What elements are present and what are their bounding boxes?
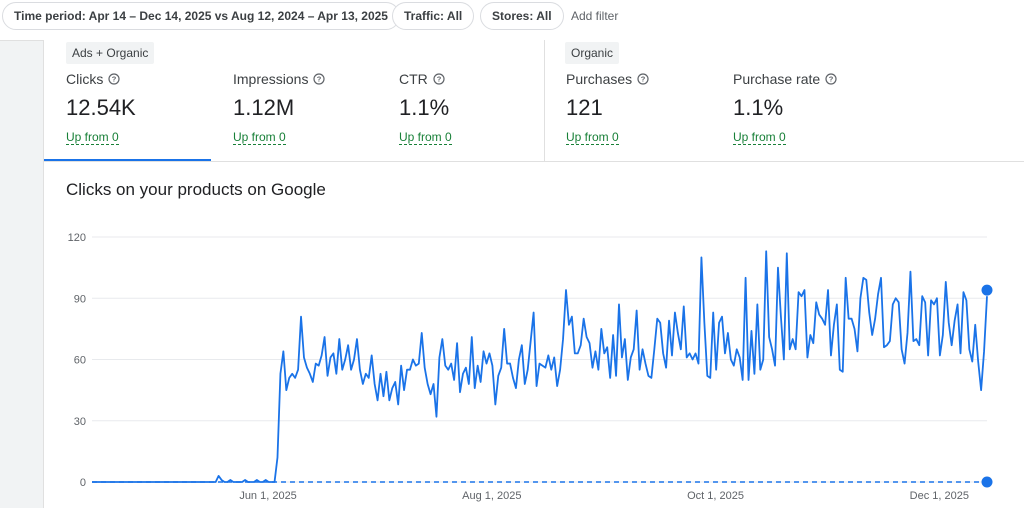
metric-value: 1.12M [233, 95, 295, 120]
svg-text:?: ? [641, 75, 646, 84]
help-icon[interactable]: ? [825, 73, 837, 85]
metric-card-ctr[interactable]: CTR ? 1.1% Up from 0 [399, 70, 559, 146]
metric-card-purchases[interactable]: Purchases ? 121 Up from 0 [566, 70, 726, 146]
help-icon[interactable]: ? [637, 73, 649, 85]
metric-card-purchase-rate[interactable]: Purchase rate ? 1.1% Up from 0 [733, 70, 893, 146]
time-period-filter-chip[interactable]: Time period: Apr 14 – Dec 14, 2025 vs Au… [2, 2, 400, 30]
metric-value: 1.1% [399, 95, 450, 120]
y-tick-label: 60 [74, 355, 86, 367]
filter-bar: Time period: Apr 14 – Dec 14, 2025 vs Au… [0, 0, 1024, 41]
x-tick-label: Dec 1, 2025 [910, 490, 969, 502]
active-metric-indicator [44, 159, 211, 162]
metric-card-clicks[interactable]: Clicks ? 12.54K Up from 0 [66, 70, 226, 146]
metric-label: Purchase rate [733, 71, 821, 87]
organic-group-label: Organic [565, 42, 620, 64]
x-tick-label: Jun 1, 2025 [239, 490, 297, 502]
metric-change-link[interactable]: Up from 0 [66, 130, 119, 145]
y-tick-label: 120 [68, 232, 86, 244]
metric-label: Purchases [566, 71, 633, 87]
group-divider [544, 40, 545, 161]
metric-label: CTR [399, 71, 428, 87]
x-tick-label: Oct 1, 2025 [687, 490, 744, 502]
performance-panel: Ads + Organic Organic Clicks ? 12.54K Up… [43, 40, 1024, 508]
metric-change-link[interactable]: Up from 0 [399, 130, 452, 145]
clicks-line-chart: 0 30 60 90 120 Jun 1, 2025 Aug 1, 2025 Oct 1, 2… [68, 232, 993, 502]
stores-filter-chip[interactable]: Stores: All [480, 2, 564, 30]
y-tick-label: 90 [74, 293, 86, 305]
help-icon[interactable]: ? [313, 73, 326, 85]
metric-change-link[interactable]: Up from 0 [233, 130, 286, 145]
traffic-filter-chip[interactable]: Traffic: All [392, 2, 475, 30]
metric-label: Clicks [66, 71, 104, 87]
metric-card-impressions[interactable]: Impressions ? 1.12M Up from 0 [233, 70, 393, 146]
metric-label: Impressions [233, 71, 309, 87]
metric-value: 12.54K [66, 95, 136, 120]
help-icon[interactable]: ? [108, 73, 120, 85]
chart-title: Clicks on your products on Google [66, 180, 326, 199]
svg-text:?: ? [436, 75, 441, 84]
add-filter-button[interactable]: Add filter [571, 9, 619, 23]
cards-divider [44, 161, 1024, 162]
metric-value: 1.1% [733, 95, 784, 120]
y-tick-label: 30 [74, 416, 86, 428]
ads-organic-group-label: Ads + Organic [66, 42, 155, 64]
metric-value: 121 [566, 95, 603, 120]
metric-change-link[interactable]: Up from 0 [733, 130, 786, 145]
current-series-end-point [981, 284, 993, 296]
help-icon[interactable]: ? [433, 73, 445, 85]
x-tick-label: Aug 1, 2025 [462, 490, 521, 502]
comparison-series-end-point [981, 476, 993, 488]
svg-text:?: ? [112, 75, 117, 84]
svg-text:?: ? [317, 75, 322, 84]
svg-text:?: ? [829, 75, 834, 84]
clicks-current-series-line [92, 250, 988, 483]
metric-change-link[interactable]: Up from 0 [566, 130, 619, 145]
y-tick-label: 0 [80, 477, 86, 489]
